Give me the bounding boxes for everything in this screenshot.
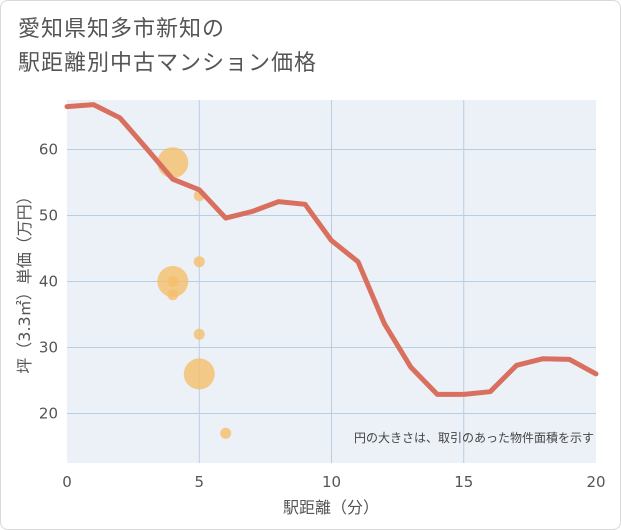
y-tick-label: 20 bbox=[39, 405, 58, 423]
grid-lines bbox=[67, 100, 596, 463]
x-tick-label: 15 bbox=[454, 473, 473, 491]
bubble-point bbox=[220, 427, 232, 439]
bubble-point bbox=[167, 276, 179, 287]
y-axis-label: 坪（3.3㎡）単価（万円） bbox=[15, 188, 34, 373]
chart-title: 愛知県知多市新知の 駅距離別中古マンション価格 bbox=[18, 13, 317, 81]
y-tick-label: 40 bbox=[39, 273, 58, 291]
bubble-layer bbox=[157, 147, 232, 439]
x-tick-label: 5 bbox=[194, 473, 204, 491]
y-tick-labels: 20 30 40 50 60 bbox=[39, 141, 58, 423]
bubble-point bbox=[193, 328, 205, 340]
title-line-1: 愛知県知多市新知の bbox=[18, 17, 226, 42]
x-axis-label: 駅距離（分） bbox=[283, 498, 379, 517]
bubble-point bbox=[193, 256, 205, 268]
y-tick-label: 60 bbox=[39, 141, 58, 159]
title-line-2: 駅距離別中古マンション価格 bbox=[18, 51, 318, 76]
x-tick-label: 10 bbox=[322, 473, 341, 491]
y-tick-label: 30 bbox=[39, 339, 58, 357]
bubble-size-note: 円の大きさは、取引のあった物件面積を示す bbox=[354, 430, 594, 445]
x-tick-label: 20 bbox=[586, 473, 605, 491]
price-line bbox=[64, 102, 599, 397]
y-tick-label: 50 bbox=[39, 207, 58, 225]
bubble-point bbox=[167, 289, 179, 301]
x-tick-labels: 0 5 10 15 20 bbox=[62, 473, 605, 491]
bubble-point bbox=[183, 358, 215, 390]
x-tick-label: 0 bbox=[62, 473, 72, 491]
